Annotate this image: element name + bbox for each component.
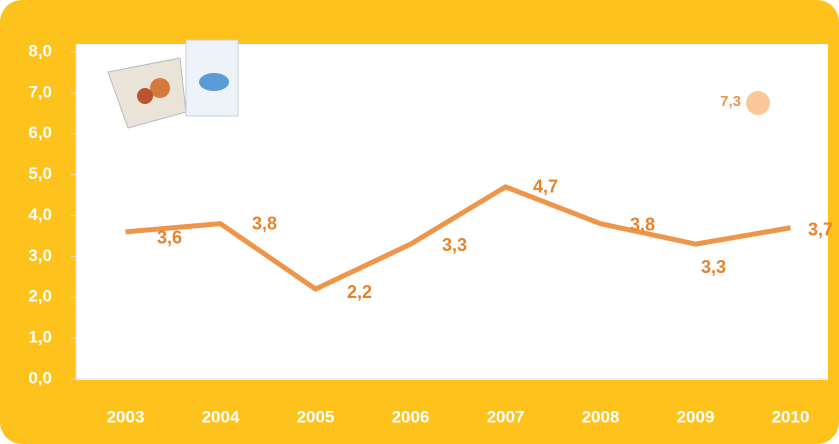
y-tick-label: 6,0 [28, 123, 52, 142]
data-label: 3,8 [630, 214, 655, 234]
y-tick-label: 8,0 [28, 41, 52, 60]
data-label: 2,2 [347, 282, 372, 302]
data-label: 3,6 [157, 228, 182, 248]
x-tick-label: 2007 [487, 407, 525, 426]
y-tick-label: 7,0 [28, 82, 52, 101]
annotation-marker [746, 91, 770, 115]
annotation: 7,3 [720, 93, 741, 110]
x-tick-label: 2009 [677, 407, 715, 426]
line [125, 184, 791, 292]
y-tick-label: 0,0 [28, 368, 52, 387]
y-tick-label: 5,0 [28, 164, 52, 183]
y-tick-label: 4,0 [28, 205, 52, 224]
x-tick-label: 2010 [772, 407, 810, 426]
y-tick-label: 2,0 [28, 287, 52, 306]
y-tick-label: 1,0 [28, 328, 52, 347]
data-label: 3,8 [252, 213, 277, 233]
x-tick-label: 2006 [392, 407, 430, 426]
product-icon [107, 39, 239, 129]
x-tick-label: 2004 [202, 407, 240, 426]
data-label: 3,7 [808, 220, 833, 240]
x-tick-label: 2003 [107, 407, 145, 426]
data-label: 3,3 [442, 235, 467, 255]
data-label: 3,3 [701, 257, 726, 277]
data-label: 4,7 [533, 177, 558, 197]
y-tick-label: 3,0 [28, 246, 52, 265]
x-tick-label: 2005 [297, 407, 335, 426]
x-tick-label: 2008 [582, 407, 620, 426]
